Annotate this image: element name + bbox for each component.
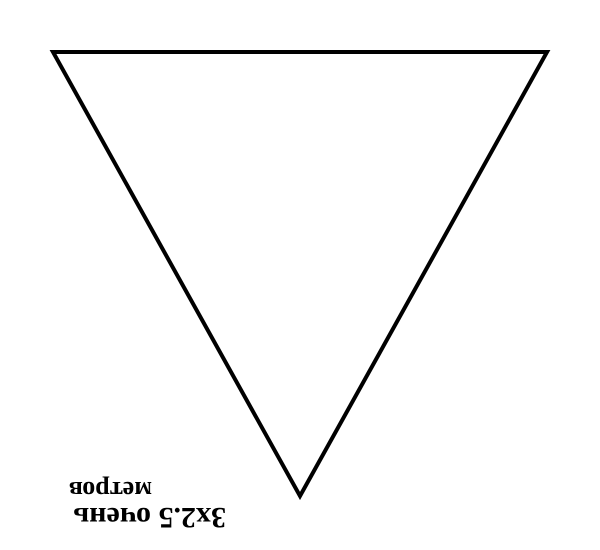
upside-down-caption: 3x2.5 очень метров [69, 476, 226, 534]
inverted-triangle-shape [49, 50, 551, 501]
caption-line-2: метров [69, 476, 152, 505]
caption-line-1: 3x2.5 очень [73, 501, 226, 534]
